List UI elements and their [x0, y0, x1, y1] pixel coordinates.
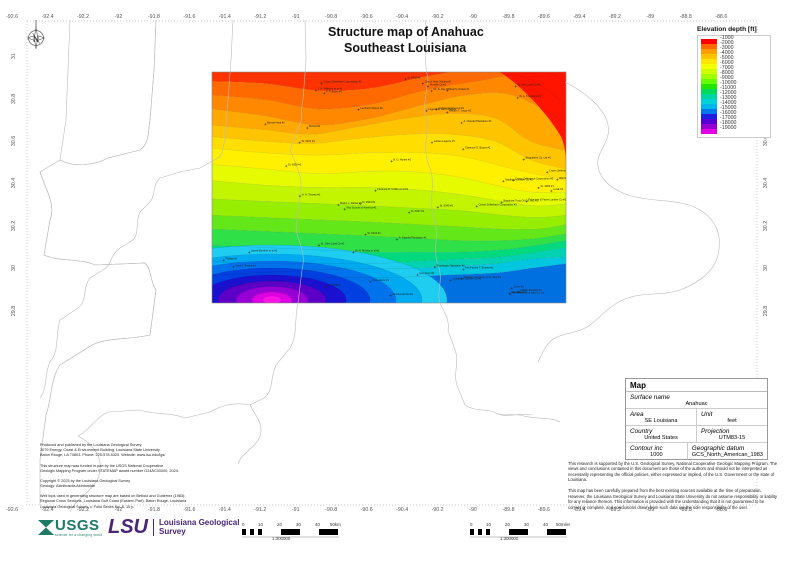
svg-text:Lambeth Olivieri #1: Lambeth Olivieri #1: [360, 106, 383, 110]
svg-text:0: 0: [242, 522, 245, 527]
svg-text:30: 30: [524, 522, 529, 527]
svg-text:St. 5040 #1: St. 5040 #1: [440, 204, 454, 208]
svg-text:Occidental Pet #1: Occidental Pet #1: [393, 292, 414, 296]
svg-text:Burguieres Co. Ltd #1: Burguieres Co. Ltd #1: [526, 156, 552, 160]
svg-text:Jarred Burdine et al #1: Jarred Burdine et al #1: [251, 249, 278, 253]
svg-text:Hampster #2: Hampster #2: [419, 271, 434, 275]
svg-text:1:300000: 1:300000: [272, 536, 291, 540]
svg-text:Murphy Rukas #1: Murphy Rukas #1: [449, 87, 470, 91]
svg-text:40: 40: [315, 522, 320, 527]
svg-text:D. A. Tranchina #1: D. A. Tranchina #1: [520, 94, 542, 98]
svg-text:50km: 50km: [330, 522, 341, 527]
svg-text:Clarence G. Boyce #1: Clarence G. Boyce #1: [465, 145, 491, 149]
svg-text:Barnat Hara #1: Barnat Hara #1: [267, 120, 285, 124]
svg-text:Florence R. Collen et al #1: Florence R. Collen et al #1: [377, 187, 408, 191]
svg-text:Mrs Fannie T. Brooks #1: Mrs Fannie T. Brooks #1: [465, 266, 494, 270]
svg-text:Crown Zellerbach Corporation #: Crown Zellerbach Corporation #2: [323, 80, 362, 84]
svg-text:Curtis #1: Curtis #1: [513, 285, 524, 289]
svg-text:Lebleu Lagurre #1: Lebleu Lagurre #1: [434, 139, 456, 143]
svg-text:20: 20: [277, 522, 282, 527]
svg-text:W. N. McVea et al #1: W. N. McVea et al #1: [355, 249, 380, 253]
svg-text:St. 5462 #1: St. 5462 #1: [407, 75, 421, 79]
svg-text:Bob R. Jones 'A-A' #1: Bob R. Jones 'A-A' #1: [559, 176, 585, 180]
svg-text:Martin J. Rahas #1: Martin J. Rahas #1: [340, 201, 362, 205]
svg-text:50miles: 50miles: [556, 522, 570, 527]
svg-text:40: 40: [543, 522, 548, 527]
svg-text:20: 20: [505, 522, 510, 527]
svg-text:St. 6201 #1: St. 6201 #1: [302, 139, 316, 143]
svg-text:H. H. Triceas #1: H. H. Triceas #1: [302, 192, 321, 196]
svg-text:Crown Zellerbach Corporation #: Crown Zellerbach Corporation #3: [515, 177, 554, 181]
svg-text:Crown Zellerbach Corporation #: Crown Zellerbach Corporation #1: [479, 203, 518, 207]
svg-text:10: 10: [486, 522, 491, 527]
svg-text:Rosedown Plantation #1: Rosedown Plantation #1: [437, 263, 466, 267]
svg-text:B. G. Hynes #1: B. G. Hynes #1: [393, 158, 411, 162]
svg-text:Bogalusa Tung Oil Co, Inc. #1: Bogalusa Tung Oil Co, Inc. #1: [504, 199, 539, 203]
svg-text:St. 2933 #1: St. 2933 #1: [362, 200, 376, 204]
svg-text:F. P. Boyer #1: F. P. Boyer #1: [326, 90, 343, 94]
svg-text:St. 6378 #1: St. 6378 #1: [328, 283, 342, 287]
svg-text:Crown Zellerbach #1: Crown Zellerbach #1: [549, 169, 573, 173]
svg-text:Roy Scouts of America #1: Roy Scouts of America #1: [347, 205, 377, 209]
svg-text:1:300000: 1:300000: [500, 536, 519, 540]
svg-text:St. John Land Co #1: St. John Land Co #1: [321, 242, 345, 246]
svg-text:10: 10: [258, 522, 263, 527]
svg-text:St. 5097 #1: St. 5097 #1: [411, 209, 425, 213]
svg-text:McGirt #1: McGirt #1: [309, 124, 321, 128]
svg-text:30: 30: [296, 522, 301, 527]
svg-text:Legendret Land Corp #2: Legendret Land Corp #2: [428, 107, 457, 111]
svg-text:Claitlle Roussel #1: Claitlle Roussel #1: [520, 288, 542, 292]
svg-text:A. Claudel Plantation #2: A. Claudel Plantation #2: [464, 119, 492, 123]
svg-text:N: N: [33, 35, 39, 44]
svg-text:St. 6234 #1: St. 6234 #1: [367, 231, 381, 235]
svg-text:LL&E #1: LL&E #1: [553, 187, 564, 191]
svg-text:Trans Heirs #1: Trans Heirs #1: [372, 278, 389, 282]
svg-text:City of New Orleans #1: City of New Orleans #1: [425, 80, 452, 84]
svg-text:Livingston Lumber Co #1: Livingston Lumber Co #1: [453, 277, 482, 281]
svg-text:Phillips #1: Phillips #1: [225, 257, 237, 261]
svg-text:A. Claudel Plantation #1: A. Claudel Plantation #1: [399, 236, 427, 240]
svg-text:Scott J. Pertuit #1: Scott J. Pertuit #1: [235, 263, 256, 267]
svg-text:St. 6006 #1: St. 6006 #1: [288, 162, 302, 166]
svg-text:0: 0: [470, 522, 473, 527]
svg-text:St John Land Co #2: St John Land Co #2: [518, 83, 541, 87]
